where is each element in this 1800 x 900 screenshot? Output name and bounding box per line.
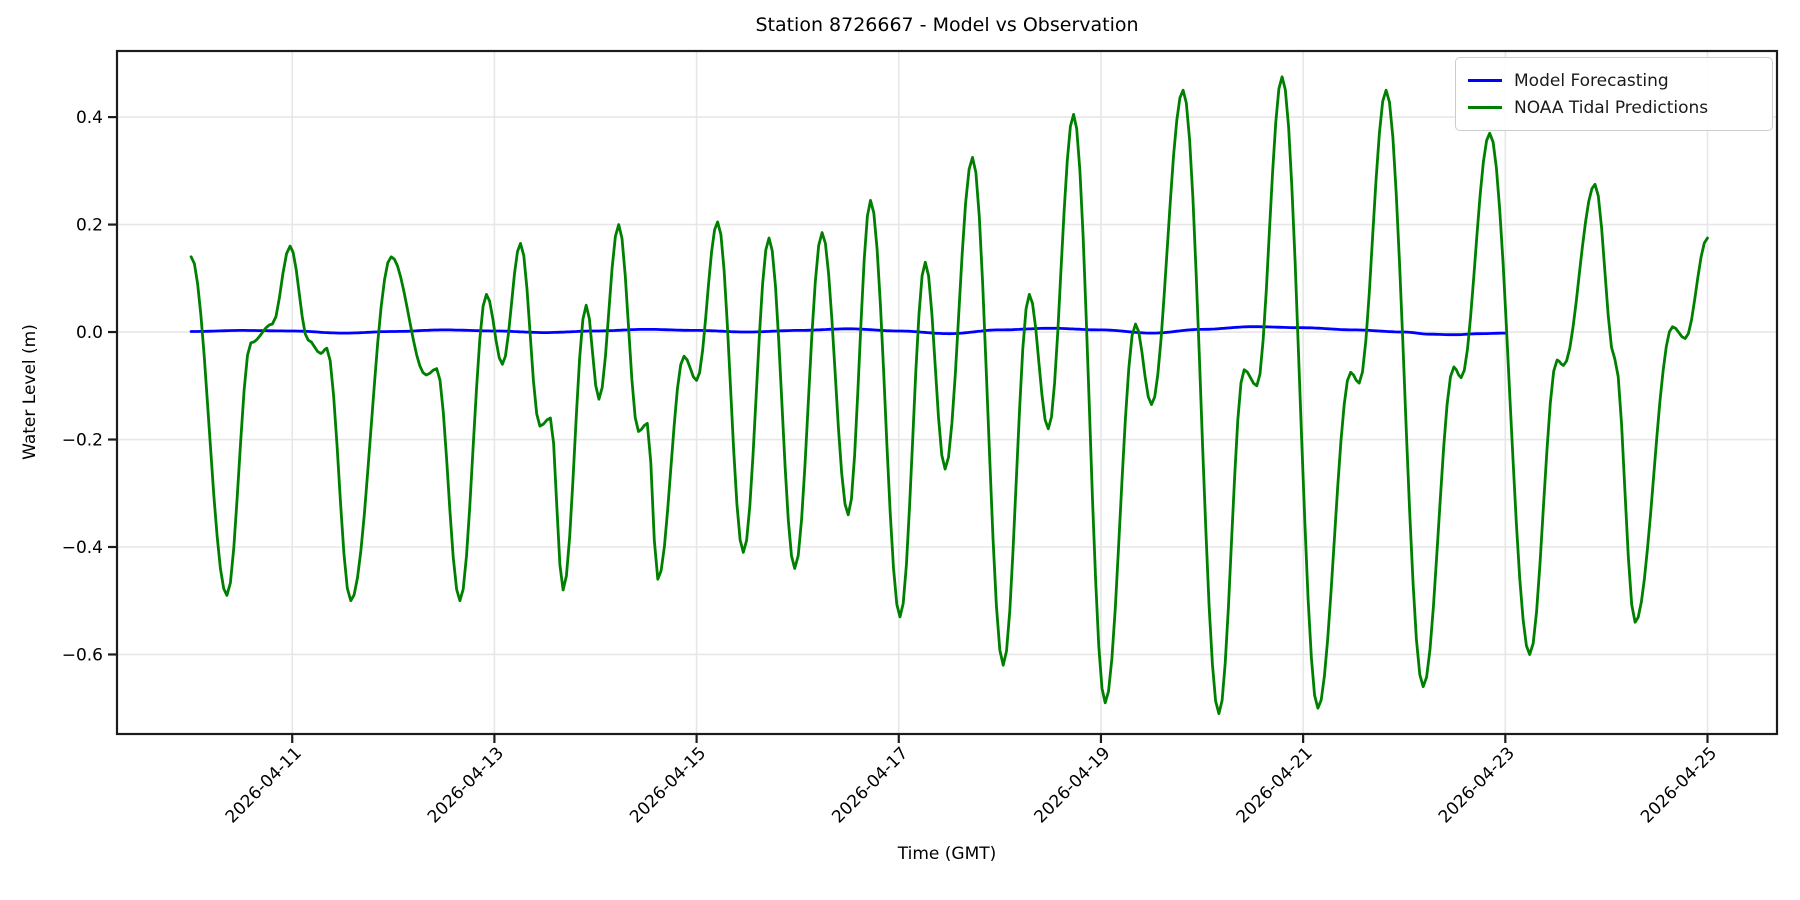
x-tick-label: 2026-04-11 xyxy=(222,743,306,827)
x-tick-label: 2026-04-23 xyxy=(1435,743,1519,827)
x-tick-label: 2026-04-15 xyxy=(626,743,710,827)
y-tick-label: −0.2 xyxy=(62,431,103,451)
noaa-line-swatch xyxy=(1468,106,1502,109)
y-tick-label: 0.2 xyxy=(76,216,103,236)
legend-label-noaa: NOAA Tidal Predictions xyxy=(1514,97,1709,118)
y-tick-label: 0.4 xyxy=(76,108,103,128)
y-tick-label: −0.6 xyxy=(62,645,103,665)
x-tick-label: 2026-04-21 xyxy=(1233,743,1317,827)
y-tick-label: 0.0 xyxy=(76,323,103,343)
x-axis-label: Time (GMT) xyxy=(897,844,997,864)
model-forecast-line xyxy=(189,325,1507,337)
x-tick-label: 2026-04-19 xyxy=(1030,743,1114,827)
x-tick-label: 2026-04-17 xyxy=(828,743,912,827)
legend-item-model: Model Forecasting xyxy=(1468,67,1760,94)
plot-border xyxy=(115,49,1779,736)
y-axis-label: Water Level (m) xyxy=(20,324,40,460)
noaa-predictions-line xyxy=(189,75,1709,715)
legend-item-noaa: NOAA Tidal Predictions xyxy=(1468,94,1760,121)
y-tick-label: −0.4 xyxy=(62,538,103,558)
model-line-swatch xyxy=(1468,79,1502,82)
x-tick-label: 2026-04-13 xyxy=(424,743,508,827)
x-tick-label: 2026-04-25 xyxy=(1637,743,1721,827)
legend: Model Forecasting NOAA Tidal Predictions xyxy=(1455,57,1773,131)
chart-title: Station 8726667 - Model vs Observation xyxy=(755,14,1139,36)
legend-label-model: Model Forecasting xyxy=(1514,70,1669,91)
